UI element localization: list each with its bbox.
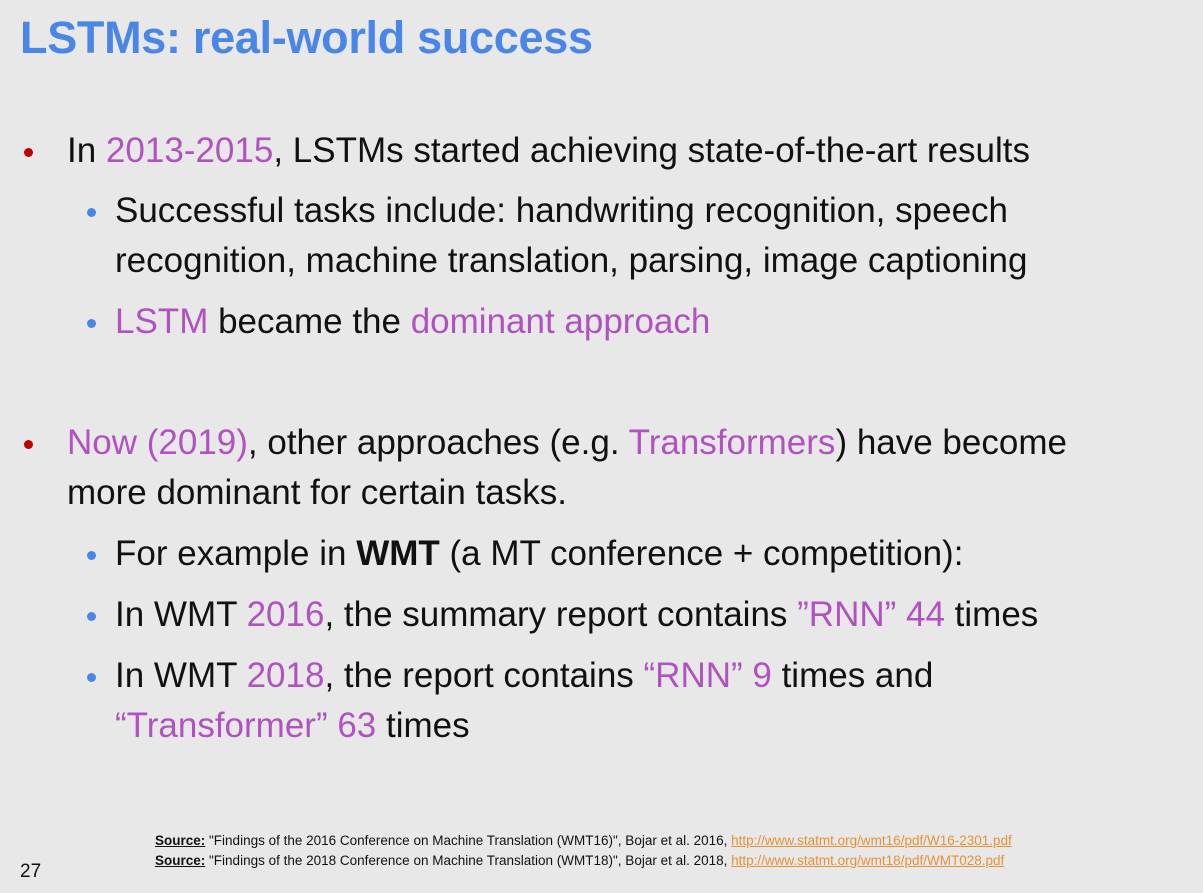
source-line-2: Source: "Findings of the 2018 Conference… xyxy=(155,851,1004,871)
bullet-2-3-prefix: In WMT xyxy=(115,656,247,695)
sub-bullet-dot-icon xyxy=(87,319,96,328)
bullet-2-now: Now (2019) xyxy=(67,423,248,462)
source-line-1: Source: "Findings of the 2016 Conference… xyxy=(155,831,1012,851)
bullet-1-2-lstm: LSTM xyxy=(115,302,209,341)
bullet-1-prefix: In xyxy=(67,131,106,170)
bullet-2-2-rest: times xyxy=(944,595,1039,634)
sub-bullet-dot-icon xyxy=(87,208,96,217)
source-label: Source: xyxy=(155,853,206,868)
source-link[interactable]: http://www.statmt.org/wmt16/pdf/W16-2301… xyxy=(731,833,1012,848)
page-number: 27 xyxy=(20,861,42,882)
source-link[interactable]: http://www.statmt.org/wmt18/pdf/WMT028.p… xyxy=(731,853,1005,868)
bullet-2-3-rest: times and xyxy=(771,656,934,695)
bullet-1-2-mid: became the xyxy=(208,302,411,341)
bullet-2-mid: , other approaches (e.g. xyxy=(247,423,629,462)
bullet-1-1: Successful tasks include: handwriting re… xyxy=(115,186,1027,286)
bullet-dot-icon xyxy=(24,440,33,449)
bullet-2-rest: ) have become xyxy=(835,423,1067,462)
bullet-2-3: In WMT 2018, the report contains “RNN” 9… xyxy=(115,651,933,751)
bullet-2-2-mid: , the summary report contains xyxy=(324,595,798,634)
source-text: "Findings of the 2018 Conference on Mach… xyxy=(205,853,732,868)
bullet-2-2-rnn: ”RNN” 44 xyxy=(797,595,945,634)
bullet-2-3-rnn: “RNN” 9 xyxy=(643,656,772,695)
bullet-2-3-year: 2018 xyxy=(246,656,325,695)
bullet-2-1: For example in WMT (a MT conference + co… xyxy=(115,529,963,579)
bullet-2-3-mid: , the report contains xyxy=(324,656,644,695)
sub-bullet-dot-icon xyxy=(87,673,96,682)
bullet-1-2: LSTM became the dominant approach xyxy=(115,297,710,347)
bullet-2-3-transformer: “Transformer” 63 xyxy=(115,706,377,745)
bullet-2-1-rest: (a MT conference + competition): xyxy=(439,534,964,573)
bullet-1: In 2013-2015, LSTMs started achieving st… xyxy=(67,126,1030,176)
bullet-1-2-dominant: dominant approach xyxy=(410,302,711,341)
bullet-2-line-2: more dominant for certain tasks. xyxy=(67,473,567,512)
bullet-1-rest: , LSTMs started achieving state-of-the-a… xyxy=(273,131,1030,170)
source-text: "Findings of the 2016 Conference on Mach… xyxy=(205,833,732,848)
bullet-2-3-rest-2: times xyxy=(376,706,470,745)
bullet-1-1-line-2: recognition, machine translation, parsin… xyxy=(115,241,1028,280)
bullet-2-2: In WMT 2016, the summary report contains… xyxy=(115,590,1038,640)
slide-title: LSTMs: real-world success xyxy=(20,12,593,63)
bullet-2: Now (2019), other approaches (e.g. Trans… xyxy=(67,418,1067,518)
bullet-2-2-year: 2016 xyxy=(246,595,325,634)
bullet-dot-icon xyxy=(24,148,33,157)
bullet-2-2-prefix: In WMT xyxy=(115,595,247,634)
bullet-2-1-prefix: For example in xyxy=(115,534,357,573)
bullet-2-1-wmt: WMT xyxy=(356,534,440,573)
bullet-1-1-line-1: Successful tasks include: handwriting re… xyxy=(115,191,1008,230)
sub-bullet-dot-icon xyxy=(87,612,96,621)
bullet-2-transformers: Transformers xyxy=(628,423,836,462)
sub-bullet-dot-icon xyxy=(87,551,96,560)
bullet-1-years: 2013-2015 xyxy=(105,131,274,170)
source-label: Source: xyxy=(155,833,206,848)
